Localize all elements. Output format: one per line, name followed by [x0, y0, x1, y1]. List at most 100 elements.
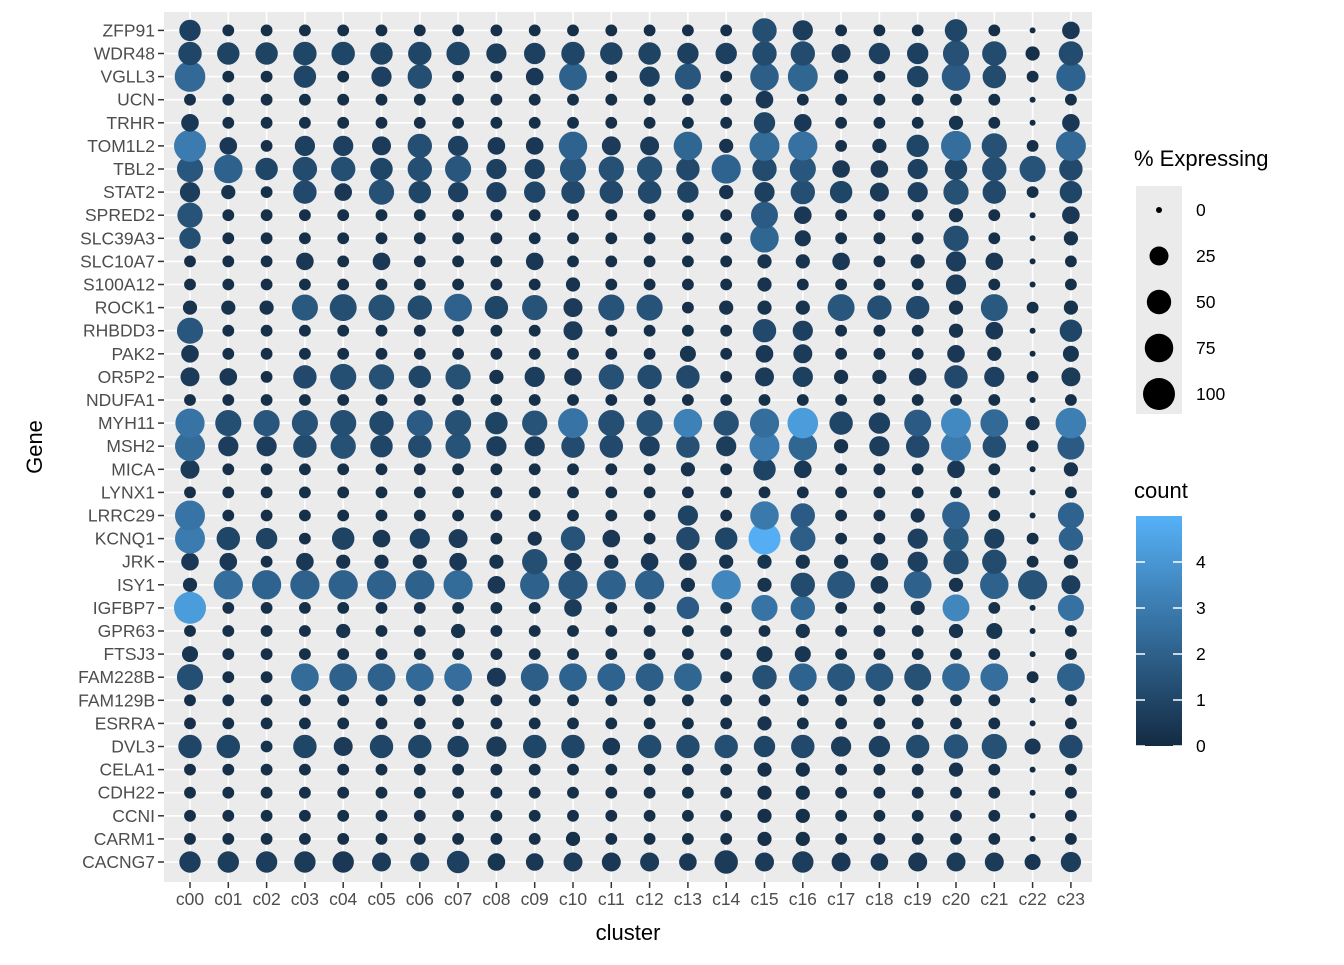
dot-CELA1-c01 — [222, 763, 235, 776]
dot-CARM1-c01 — [222, 832, 235, 845]
dot-FAM129B-c11 — [605, 694, 618, 707]
dot-S100A12-c05 — [375, 278, 388, 291]
y-axis-title: Gene — [22, 420, 47, 474]
dot-UCN-c18 — [873, 93, 886, 106]
y-tick-label: TOM1L2 — [87, 136, 155, 156]
dot-MSH2-c12 — [639, 436, 660, 457]
dot-IGFBP7-c11 — [605, 601, 618, 614]
dot-FTSJ3-c07 — [452, 648, 465, 661]
y-tick-label: NDUFA1 — [86, 390, 155, 410]
dot-ZFP91-c14 — [720, 24, 733, 37]
dot-ISY1-c08 — [487, 575, 506, 594]
dot-JRK-c02 — [260, 555, 273, 568]
dot-LYNX1-c09 — [528, 486, 541, 499]
dot-KCNQ1-c17 — [835, 532, 848, 545]
dot-NDUFA1-c22 — [1029, 397, 1036, 403]
dot-MSH2-c03 — [293, 434, 317, 458]
dot-TOM1L2-c04 — [333, 135, 354, 157]
dot-S100A12-c10 — [565, 277, 581, 292]
dot-MYH11-c20 — [941, 408, 971, 439]
dot-DVL3-c10 — [561, 734, 585, 759]
x-tick-label: c07 — [444, 889, 472, 909]
x-tick-label: c01 — [214, 889, 242, 909]
dot-SLC10A7-c23 — [1064, 255, 1077, 268]
dot-S100A12-c14 — [720, 278, 733, 291]
dot-ISY1-c16 — [790, 572, 815, 597]
dot-RHBDD3-c15 — [752, 318, 777, 343]
dot-CARM1-c09 — [528, 832, 541, 845]
dot-UCN-c20 — [950, 93, 962, 106]
dot-KCNQ1-c12 — [643, 532, 656, 545]
dot-NDUFA1-c20 — [950, 394, 962, 406]
dot-WDR48-c02 — [255, 42, 278, 65]
dot-PAK2-c14 — [720, 347, 733, 360]
dot-VGLL3-c21 — [982, 64, 1007, 89]
dot-RHBDD3-c02 — [260, 324, 273, 337]
dot-VGLL3-c11 — [605, 70, 618, 83]
dot-CACNG7-c15 — [755, 852, 774, 872]
dot-SLC10A7-c05 — [372, 252, 391, 271]
dot-TRHR-c09 — [528, 116, 541, 129]
dot-MICA-c09 — [528, 463, 541, 476]
dot-LYNX1-c22 — [1029, 489, 1036, 496]
dot-SLC10A7-c03 — [296, 252, 314, 271]
dot-FAM228B-c19 — [904, 663, 932, 691]
dot-STAT2-c20 — [943, 179, 969, 205]
dot-CARM1-c13 — [681, 832, 694, 845]
dot-VGLL3-c12 — [639, 66, 660, 87]
dot-OR5P2-c11 — [598, 364, 624, 390]
dot-FAM129B-c19 — [911, 694, 924, 707]
dot-LYNX1-c03 — [298, 486, 311, 499]
dot-SLC10A7-c15 — [757, 254, 772, 269]
dot-GPR63-c06 — [413, 625, 426, 637]
dot-TRHR-c13 — [681, 116, 694, 129]
dot-ZFP91-c05 — [375, 24, 388, 37]
dot-FAM129B-c08 — [490, 694, 503, 707]
dot-ZFP91-c16 — [792, 20, 813, 41]
dot-KCNQ1-c01 — [216, 526, 241, 551]
dot-TBL2-c21 — [982, 156, 1007, 182]
dot-ROCK1-c04 — [329, 294, 357, 322]
dot-ROCK1-c09 — [522, 294, 548, 321]
y-tick-label: CDH22 — [98, 783, 155, 803]
dot-NDUFA1-c02 — [260, 394, 273, 406]
x-tick-label: c11 — [598, 889, 625, 909]
x-tick-label: c05 — [367, 889, 395, 909]
dot-FAM129B-c06 — [413, 694, 426, 707]
dot-MYH11-c08 — [485, 411, 508, 435]
legend-size-dot — [1144, 333, 1174, 363]
dot-CARM1-c12 — [643, 832, 656, 845]
dot-STAT2-c14 — [719, 184, 734, 200]
dot-RHBDD3-c08 — [490, 324, 503, 337]
dot-RHBDD3-c21 — [985, 321, 1004, 340]
dot-SPRED2-c20 — [948, 208, 964, 223]
dot-CACNG7-c18 — [870, 853, 889, 871]
dot-OR5P2-c12 — [637, 364, 662, 390]
dot-STAT2-c18 — [869, 182, 889, 202]
dot-CDH22-c06 — [413, 786, 426, 799]
dot-CDH22-c21 — [988, 786, 1001, 799]
dot-ESRRA-c15 — [757, 716, 772, 731]
dot-MICA-c15 — [753, 458, 776, 481]
dot-CDH22-c04 — [337, 786, 350, 799]
dot-MSH2-c18 — [869, 436, 890, 457]
dot-GPR63-c03 — [298, 625, 311, 637]
dot-LYNX1-c14 — [720, 486, 733, 499]
dot-CACNG7-c17 — [831, 852, 851, 872]
x-tick-label: c16 — [789, 889, 817, 909]
dot-CCNI-c16 — [795, 808, 810, 823]
dot-CDH22-c16 — [795, 785, 810, 800]
dot-FTSJ3-c10 — [567, 648, 579, 661]
dot-ISY1-c09 — [520, 570, 550, 600]
dot-SLC39A3-c15 — [750, 224, 779, 253]
dot-ROCK1-c11 — [598, 294, 625, 321]
dot-FTSJ3-c06 — [413, 648, 426, 661]
dot-S100A12-c19 — [911, 278, 924, 291]
dot-LYNX1-c05 — [375, 486, 388, 499]
dot-OR5P2-c18 — [872, 369, 887, 385]
dot-PAK2-c09 — [528, 347, 541, 360]
dot-IGFBP7-c15 — [751, 594, 778, 621]
dot-DVL3-c14 — [714, 734, 738, 759]
dot-NDUFA1-c18 — [873, 394, 886, 406]
dot-MICA-c03 — [298, 463, 311, 476]
